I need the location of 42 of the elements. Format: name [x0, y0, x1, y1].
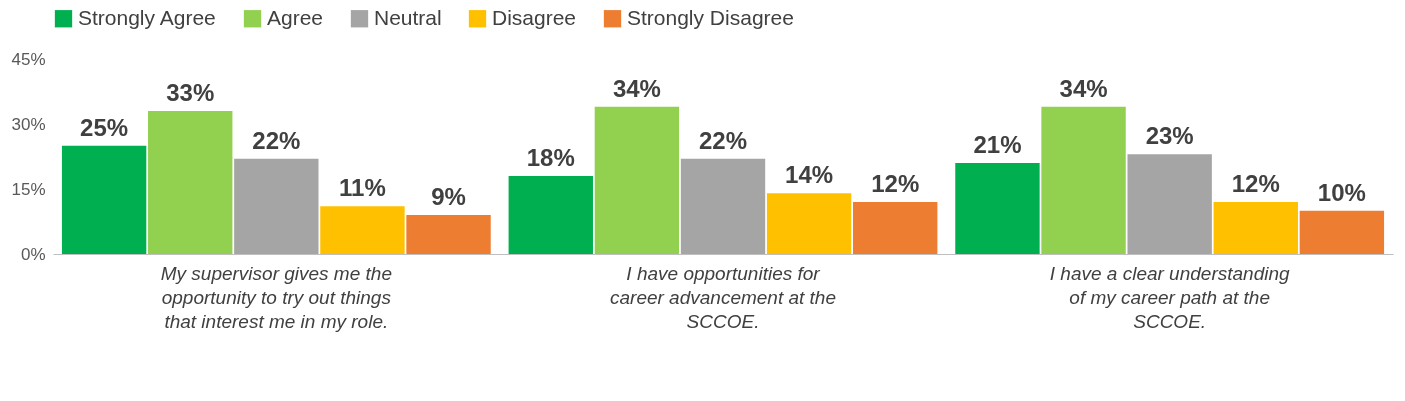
- bar: [320, 206, 405, 254]
- bar: [508, 176, 593, 254]
- bar: [1041, 106, 1126, 254]
- bar: [594, 106, 680, 254]
- data-label: 12%: [871, 170, 920, 197]
- x-tick-label: My supervisor gives me the opportunity to try out things that interest me in my role.: [160, 262, 392, 332]
- legend-label: Strongly Agree: [78, 5, 216, 29]
- bar: [234, 158, 319, 254]
- data-label: 10%: [1317, 178, 1366, 206]
- data-label: 18%: [526, 144, 575, 171]
- data-label: 22%: [698, 126, 748, 154]
- data-label: 23%: [1145, 122, 1194, 150]
- bar: [148, 111, 233, 254]
- bar: [1127, 154, 1212, 254]
- data-label: 14%: [785, 161, 834, 189]
- legend-label: Agree: [267, 5, 324, 29]
- data-label: 21%: [973, 131, 1022, 158]
- bar: [955, 163, 1040, 254]
- data-label: 12%: [1231, 170, 1280, 197]
- data-label: 34%: [612, 74, 661, 102]
- data-label: 25%: [80, 113, 129, 141]
- data-label: 11%: [339, 174, 386, 202]
- bar: [766, 193, 852, 254]
- bar: [680, 158, 766, 254]
- bar: [1299, 210, 1385, 254]
- legend-label: Disagree: [492, 5, 577, 29]
- legend-label: Neutral: [374, 5, 442, 29]
- legend-label: Strongly Disagree: [627, 5, 794, 29]
- y-tick-label: 45%: [11, 49, 46, 69]
- data-label: 34%: [1059, 74, 1108, 102]
- x-tick-label: I have opportunities for career advancement at the SCCOE.: [609, 262, 837, 332]
- y-tick-label: 30%: [11, 114, 46, 134]
- y-tick-label: 15%: [11, 179, 46, 199]
- y-tick-label: 0%: [20, 244, 46, 264]
- bar: [1213, 202, 1298, 254]
- data-label: 9%: [431, 183, 466, 210]
- bar: [853, 202, 938, 254]
- bar: [406, 215, 491, 254]
- bar: [61, 145, 147, 254]
- x-tick-label: I have a clear understanding of my career path at the SCCOE.: [1049, 262, 1290, 332]
- data-label: 22%: [252, 126, 301, 154]
- data-label: 33%: [166, 79, 215, 106]
